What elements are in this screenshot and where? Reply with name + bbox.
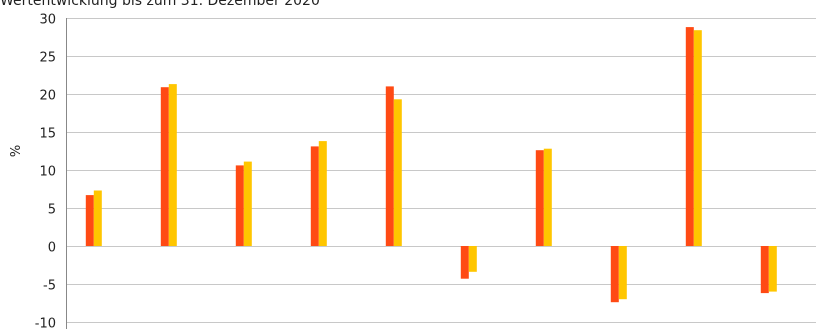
bar-series-1-category-6 bbox=[460, 246, 469, 279]
chart-title: Wertentwicklung bis zum 31. Dezember 202… bbox=[0, 0, 320, 9]
y-tick-label: 10 bbox=[39, 165, 56, 180]
bar-series-1-category-1 bbox=[85, 195, 94, 246]
y-tick-label: 25 bbox=[39, 51, 56, 66]
bar-series-2-category-5 bbox=[393, 99, 402, 246]
bar-series-1-category-4 bbox=[310, 146, 319, 246]
bar-series-1-category-9 bbox=[685, 27, 694, 246]
bar-series-2-category-3 bbox=[243, 161, 252, 246]
bar-series-2-category-7 bbox=[543, 148, 552, 246]
bar-series-2-category-4 bbox=[318, 141, 327, 246]
y-tick-label: -5 bbox=[43, 279, 56, 294]
bar-series-1-category-3 bbox=[235, 165, 244, 246]
y-tick-label: 15 bbox=[39, 127, 56, 142]
bar-series-2-category-9 bbox=[693, 30, 702, 247]
bar-series-2-category-2 bbox=[168, 84, 177, 246]
bar-series-2-category-1 bbox=[93, 190, 102, 246]
y-tick-labels: 30 25 20 15 10 5 0 -5 -10 bbox=[35, 13, 56, 329]
y-tick-label: 20 bbox=[39, 89, 56, 104]
y-tick-label: 30 bbox=[39, 13, 56, 28]
bar-series-1-category-2 bbox=[160, 87, 169, 246]
bar-series-2-category-8 bbox=[618, 246, 627, 300]
bars bbox=[85, 27, 777, 303]
bar-series-1-category-5 bbox=[385, 86, 394, 247]
bar-series-1-category-10 bbox=[760, 246, 769, 294]
bar-series-1-category-7 bbox=[535, 150, 544, 246]
bar-series-2-category-6 bbox=[468, 246, 477, 272]
y-tick-label: -10 bbox=[35, 317, 56, 329]
y-tick-label: 0 bbox=[48, 241, 56, 256]
bar-series-2-category-10 bbox=[768, 246, 777, 292]
y-tick-label: 5 bbox=[48, 203, 56, 218]
y-axis-label: % bbox=[9, 145, 24, 157]
bar-series-1-category-8 bbox=[610, 246, 619, 303]
grid-lines bbox=[66, 18, 816, 323]
